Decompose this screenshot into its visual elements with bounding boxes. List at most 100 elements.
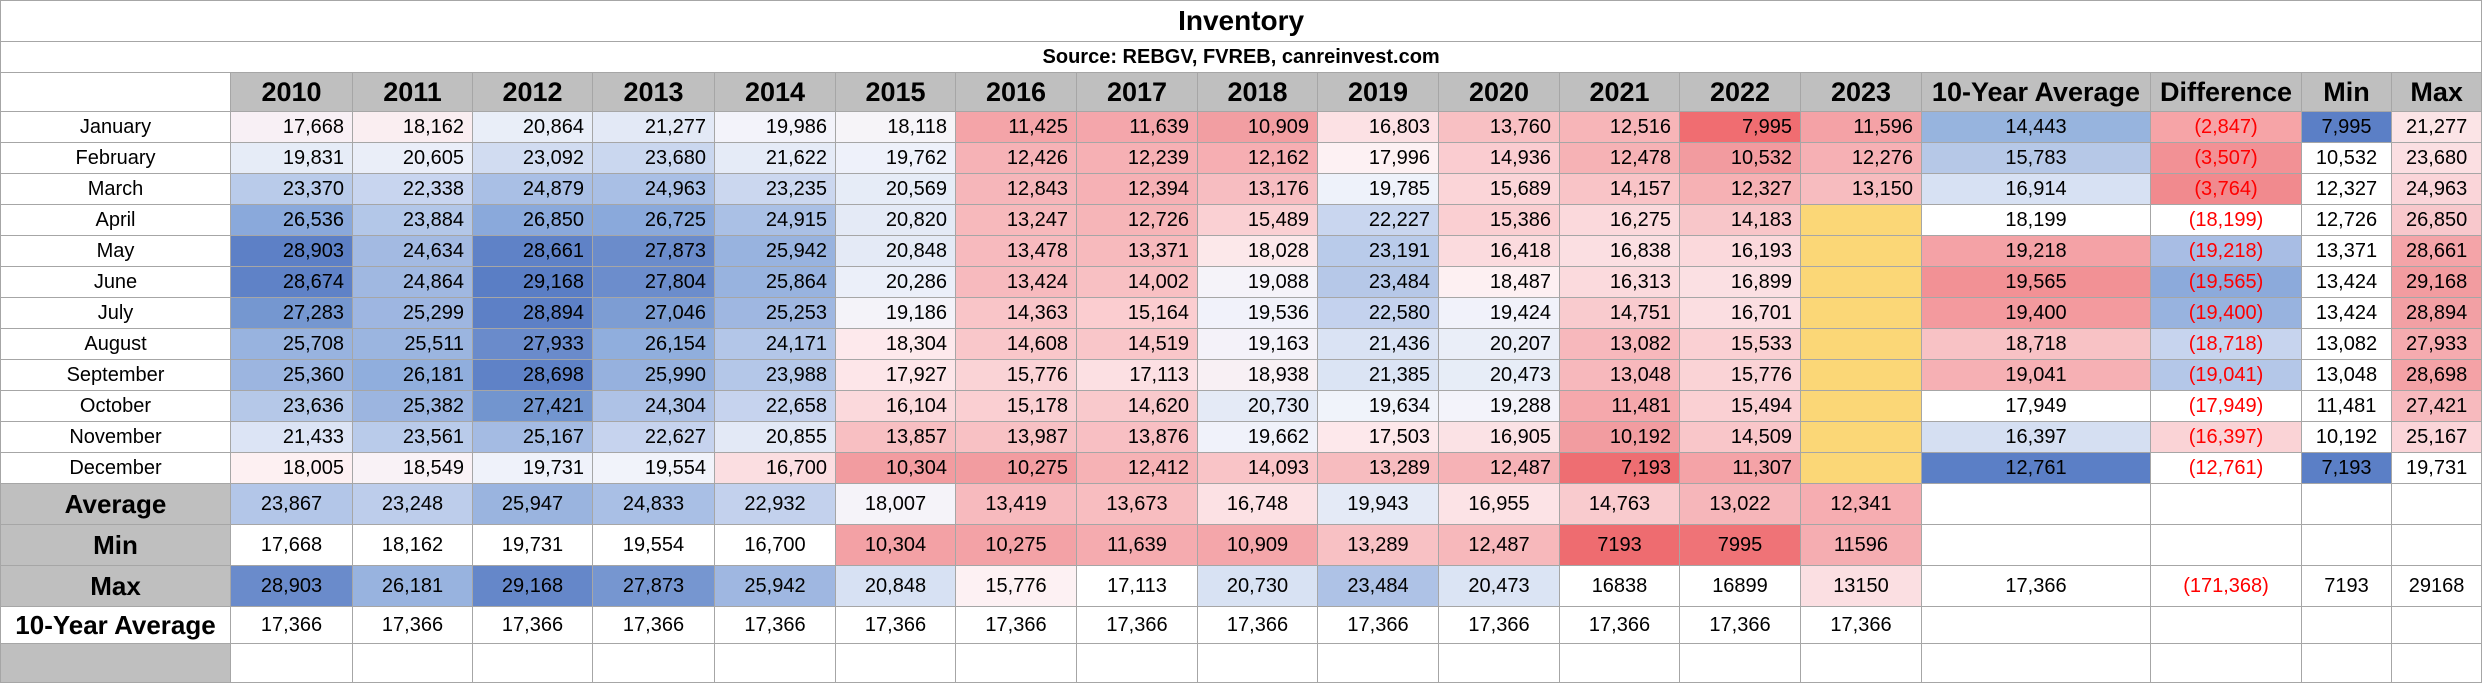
summary-extra-cell[interactable] (2150, 524, 2302, 566)
max-cell[interactable]: 28,698 (2390, 359, 2482, 391)
data-cell[interactable]: 18,487 (1438, 266, 1560, 298)
data-cell[interactable]: 15,178 (955, 390, 1077, 422)
data-cell[interactable]: 17,113 (1076, 359, 1198, 391)
data-cell[interactable]: 11,481 (1559, 390, 1680, 422)
data-cell[interactable]: 23,636 (230, 390, 353, 422)
max-cell[interactable]: 27,933 (2390, 328, 2482, 360)
data-cell[interactable]: 13,289 (1317, 452, 1439, 484)
data-cell[interactable]: 16,193 (1679, 235, 1801, 267)
data-cell[interactable]: 12,239 (1076, 142, 1198, 174)
data-cell[interactable]: 23,484 (1317, 266, 1439, 298)
data-cell[interactable]: 24,963 (592, 173, 715, 205)
column-header[interactable]: 2013 (592, 72, 715, 112)
data-cell[interactable]: 18,118 (835, 111, 956, 143)
data-cell[interactable]: 19,762 (835, 142, 956, 174)
summary-extra-cell[interactable]: (171,368) (2150, 565, 2302, 607)
data-cell[interactable]: 14,519 (1076, 328, 1198, 360)
summary-cell[interactable]: 19,943 (1317, 483, 1439, 525)
data-cell[interactable]: 20,730 (1197, 390, 1318, 422)
empty-cell[interactable] (352, 643, 473, 683)
difference-cell[interactable]: (3,764) (2150, 173, 2302, 205)
data-cell[interactable]: 16,275 (1559, 204, 1680, 236)
ten-year-average-value[interactable]: 17,366 (1559, 606, 1680, 644)
data-cell[interactable]: 26,536 (230, 204, 353, 236)
data-cell[interactable]: 28,894 (472, 297, 593, 329)
data-cell[interactable]: 13,150 (1800, 173, 1922, 205)
empty-cell[interactable] (1438, 643, 1560, 683)
column-header[interactable]: 2010 (230, 72, 353, 112)
summary-cell[interactable]: 7193 (1559, 524, 1680, 566)
summary-cell[interactable]: 27,873 (592, 565, 715, 607)
row-label[interactable]: December (0, 452, 231, 484)
summary-cell[interactable]: 16,700 (714, 524, 836, 566)
data-cell[interactable]: 15,164 (1076, 297, 1198, 329)
max-cell[interactable]: 29,168 (2390, 266, 2482, 298)
data-cell[interactable]: 23,191 (1317, 235, 1439, 267)
empty-cell[interactable] (2390, 643, 2482, 683)
row-label[interactable]: September (0, 359, 231, 391)
empty-cell[interactable] (2390, 606, 2482, 644)
data-cell[interactable]: 24,879 (472, 173, 593, 205)
data-cell[interactable]: 12,426 (955, 142, 1077, 174)
data-cell[interactable]: 20,855 (714, 421, 836, 453)
summary-cell[interactable]: 29,168 (472, 565, 593, 607)
data-cell[interactable]: 13,857 (835, 421, 956, 453)
data-cell[interactable]: 23,988 (714, 359, 836, 391)
summary-cell[interactable]: 14,763 (1559, 483, 1680, 525)
data-cell[interactable]: 11,639 (1076, 111, 1198, 143)
min-cell[interactable]: 11,481 (2301, 390, 2392, 422)
data-cell[interactable]: 14,608 (955, 328, 1077, 360)
empty-cell[interactable] (835, 643, 956, 683)
empty-cell[interactable] (1197, 643, 1318, 683)
column-header[interactable]: 2023 (1800, 72, 1922, 112)
ten-year-average-cell[interactable]: 14,443 (1921, 111, 2151, 143)
empty-cell[interactable] (0, 643, 231, 683)
row-label[interactable]: February (0, 142, 231, 174)
data-cell[interactable]: 12,843 (955, 173, 1077, 205)
summary-label[interactable]: Min (0, 524, 231, 566)
summary-cell[interactable]: 16,748 (1197, 483, 1318, 525)
data-cell[interactable]: 19,731 (472, 452, 593, 484)
ten-year-average-cell[interactable]: 17,949 (1921, 390, 2151, 422)
max-cell[interactable]: 21,277 (2390, 111, 2482, 143)
data-cell[interactable]: 12,516 (1559, 111, 1680, 143)
ten-year-average-label[interactable]: 10-Year Average (0, 606, 231, 644)
data-cell[interactable]: 19,186 (835, 297, 956, 329)
empty-cell[interactable] (230, 643, 353, 683)
data-cell[interactable]: 20,820 (835, 204, 956, 236)
ten-year-average-cell[interactable]: 15,783 (1921, 142, 2151, 174)
summary-cell[interactable]: 10,275 (955, 524, 1077, 566)
data-cell[interactable]: 12,487 (1438, 452, 1560, 484)
data-cell[interactable]: 12,394 (1076, 173, 1198, 205)
summary-cell[interactable]: 13150 (1800, 565, 1922, 607)
summary-extra-cell[interactable]: 29168 (2390, 565, 2482, 607)
data-cell[interactable]: 23,370 (230, 173, 353, 205)
data-cell[interactable]: 16,838 (1559, 235, 1680, 267)
data-cell[interactable]: 21,277 (592, 111, 715, 143)
summary-cell[interactable]: 18,007 (835, 483, 956, 525)
data-cell[interactable]: 24,304 (592, 390, 715, 422)
ten-year-average-value[interactable]: 17,366 (352, 606, 473, 644)
empty-cell[interactable] (2150, 643, 2302, 683)
column-header[interactable]: 2016 (955, 72, 1077, 112)
empty-cell[interactable] (714, 643, 836, 683)
min-cell[interactable]: 13,082 (2301, 328, 2392, 360)
difference-cell[interactable]: (19,400) (2150, 297, 2302, 329)
difference-cell[interactable]: (12,761) (2150, 452, 2302, 484)
data-cell[interactable]: 16,701 (1679, 297, 1801, 329)
empty-cell[interactable] (955, 643, 1077, 683)
data-cell[interactable]: 14,157 (1559, 173, 1680, 205)
summary-cell[interactable]: 12,341 (1800, 483, 1922, 525)
ten-year-average-cell[interactable]: 12,761 (1921, 452, 2151, 484)
ten-year-average-cell[interactable]: 19,565 (1921, 266, 2151, 298)
data-cell[interactable]: 15,533 (1679, 328, 1801, 360)
data-cell[interactable]: 24,864 (352, 266, 473, 298)
ten-year-average-value[interactable]: 17,366 (1197, 606, 1318, 644)
row-label[interactable]: August (0, 328, 231, 360)
data-cell[interactable]: 25,360 (230, 359, 353, 391)
min-cell[interactable]: 13,371 (2301, 235, 2392, 267)
data-cell[interactable]: 24,634 (352, 235, 473, 267)
data-cell[interactable]: 7,193 (1559, 452, 1680, 484)
data-cell[interactable]: 10,192 (1559, 421, 1680, 453)
data-cell[interactable]: 25,511 (352, 328, 473, 360)
